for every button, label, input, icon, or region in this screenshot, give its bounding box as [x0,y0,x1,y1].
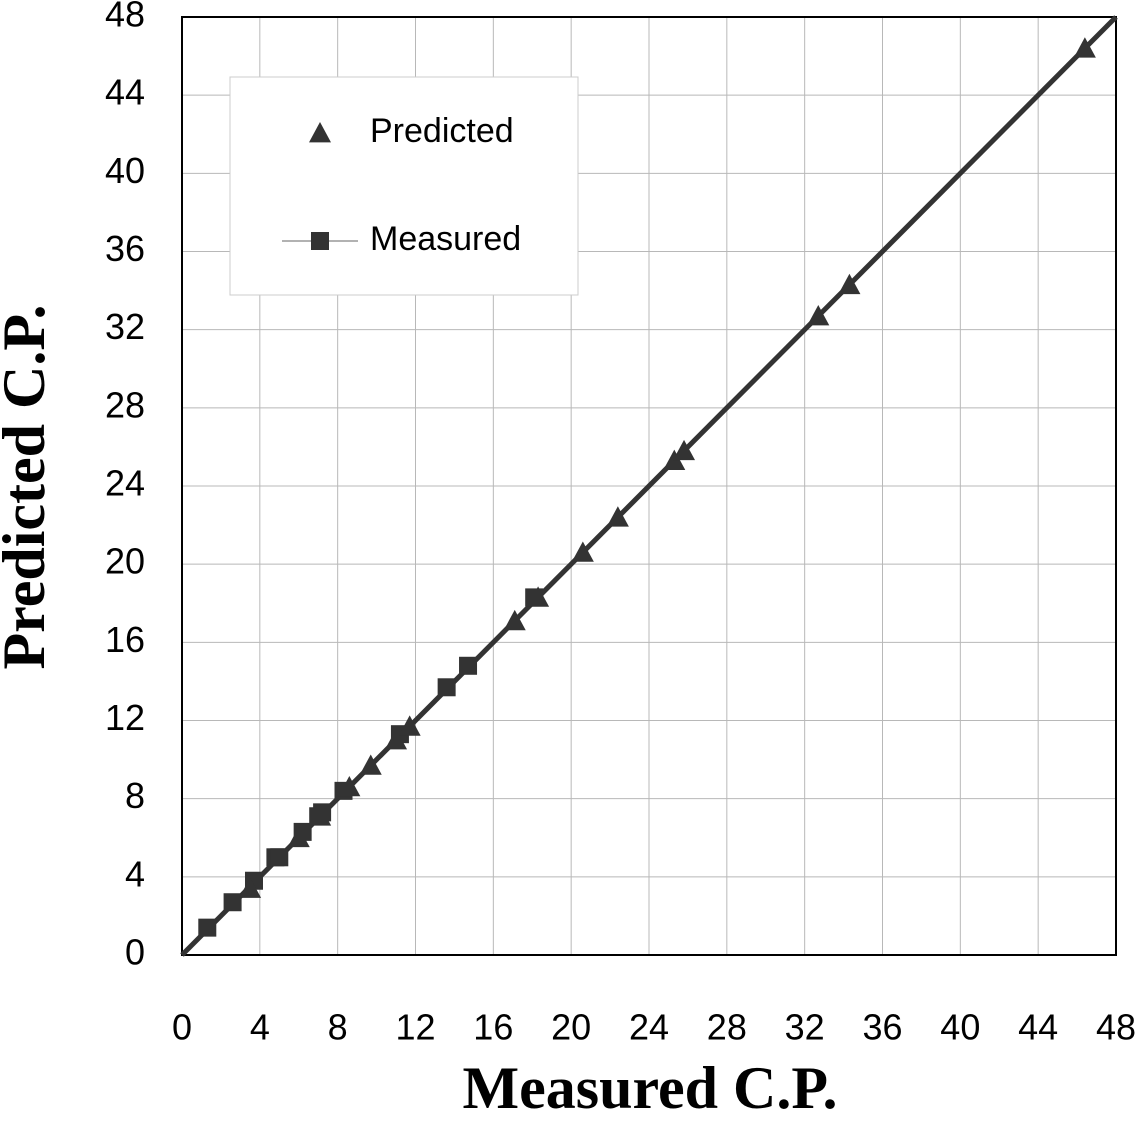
triangle-point [309,805,332,826]
plot-border [181,16,1117,956]
legend-box [229,76,579,296]
x-tick-label: 32 [785,1007,825,1048]
y-tick-label: 40 [105,150,145,191]
square-point [270,848,289,867]
legend-marker [309,122,331,143]
triangle-point [338,775,361,797]
triangle-point [239,877,262,898]
square-point [437,678,456,697]
y-tick-label: 36 [105,228,145,269]
x-tick-label: 4 [250,1007,270,1048]
triangle-point [807,304,830,326]
legend-label: Predicted [370,112,514,150]
y-tick-label: 0 [125,932,145,973]
x-tick-label: 28 [707,1007,747,1048]
x-tick-label: 12 [395,1007,435,1048]
triangle-point [527,586,550,607]
legend: Predicted Measured [229,76,579,296]
y-tick-label: 12 [105,697,145,738]
triangle-point [673,439,696,461]
square-point [223,893,242,912]
x-tick-label: 48 [1096,1007,1136,1048]
triangle-point [838,273,861,295]
x-tick-label: 0 [172,1007,192,1048]
x-tick-label: 44 [1018,1007,1058,1048]
x-tick-label: 20 [551,1007,591,1048]
y-tick-label: 28 [105,384,145,425]
y-tick-label: 20 [105,541,145,582]
triangle-point [1073,37,1096,58]
x-tick-label: 24 [629,1007,669,1048]
triangle-point [359,754,382,775]
triangle-point [385,729,408,750]
x-tick-label: 36 [862,1007,902,1048]
y-tick-label: 48 [105,0,145,35]
y-tick-label: 8 [125,775,145,816]
triangle-point [398,715,421,736]
y-tick-label: 44 [105,72,145,113]
legend-label: Measured [370,220,521,258]
y-tick-label: 24 [105,463,145,504]
triangle-point [606,506,629,527]
triangle-point [287,826,310,848]
y-tick-label: 4 [125,853,145,894]
y-tick-label: 32 [105,306,145,347]
x-tick-label: 8 [328,1007,348,1048]
triangle-point [571,541,594,562]
triangle-point [503,609,526,631]
y-tick-label: 16 [105,619,145,660]
x-axis-title: Measured C.P. [463,1055,838,1121]
square-point [459,656,478,675]
square-point [198,918,217,937]
legend-marker [311,232,329,250]
y-axis-title: Predicted C.P. [0,305,57,670]
x-tick-label: 16 [473,1007,513,1048]
x-tick-label: 40 [940,1007,980,1048]
